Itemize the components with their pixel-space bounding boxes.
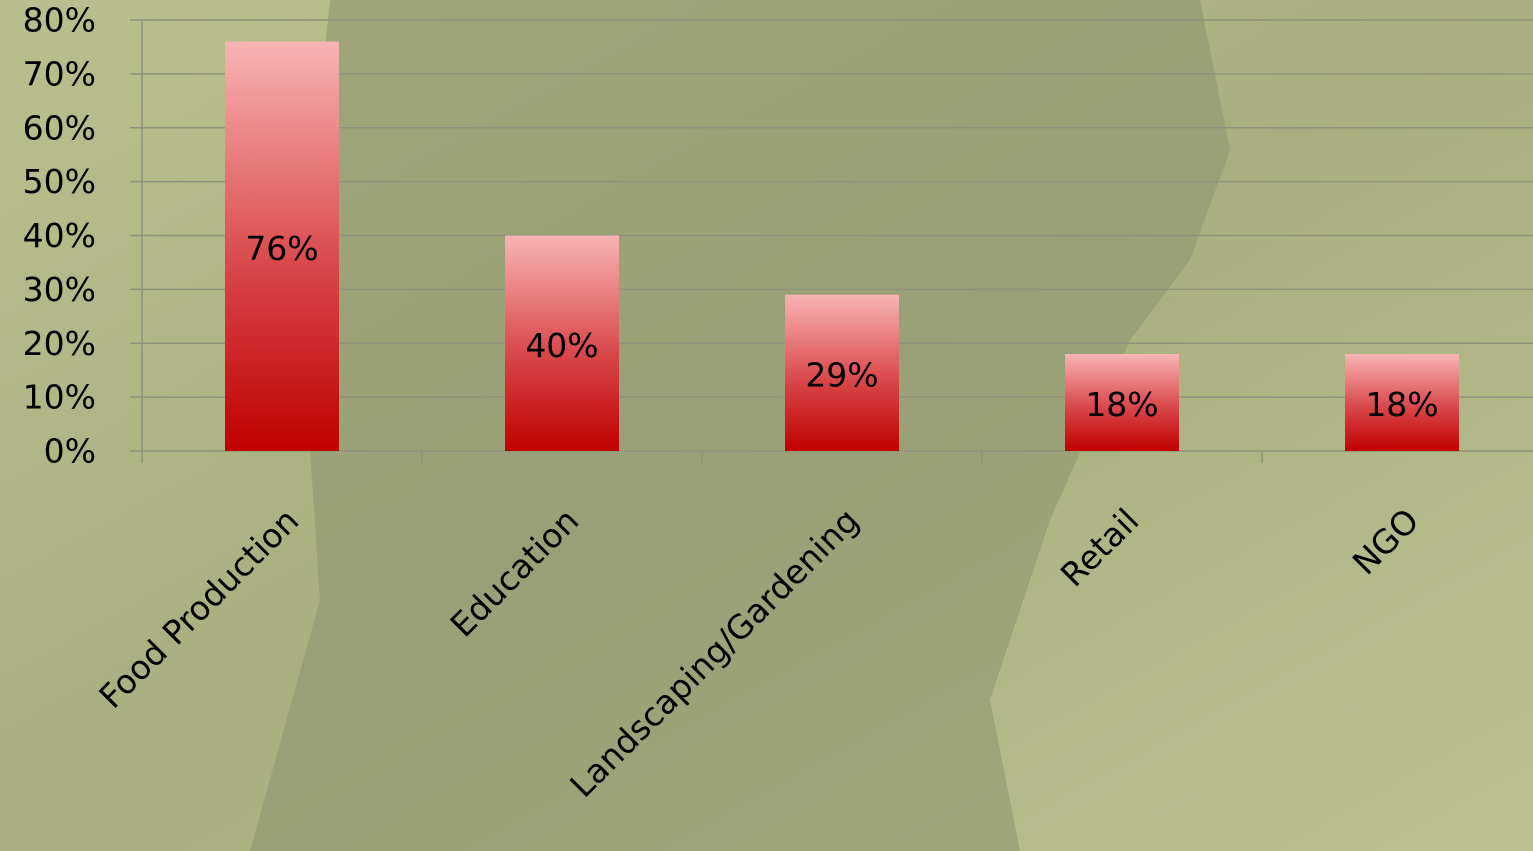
y-tick-label: 10% xyxy=(23,378,96,417)
y-tick-label: 80% xyxy=(23,1,96,40)
bar xyxy=(225,41,339,452)
bar xyxy=(1345,354,1459,451)
leaf-shadow xyxy=(250,0,1230,851)
bar xyxy=(505,235,619,451)
y-tick-label: 60% xyxy=(23,108,96,147)
y-tick-label: 50% xyxy=(23,162,96,201)
value-label: 18% xyxy=(1085,385,1158,424)
y-tick-label: 40% xyxy=(23,216,96,255)
bar xyxy=(785,294,899,451)
value-label: 76% xyxy=(245,229,318,268)
y-tick-label: 30% xyxy=(23,270,96,309)
value-label: 29% xyxy=(805,355,878,394)
y-tick-label: 20% xyxy=(23,324,96,363)
y-tick-label: 0% xyxy=(44,432,96,471)
bar xyxy=(1065,354,1179,451)
y-tick-label: 70% xyxy=(23,54,96,93)
value-label: 40% xyxy=(525,326,598,365)
value-label: 18% xyxy=(1365,385,1438,424)
